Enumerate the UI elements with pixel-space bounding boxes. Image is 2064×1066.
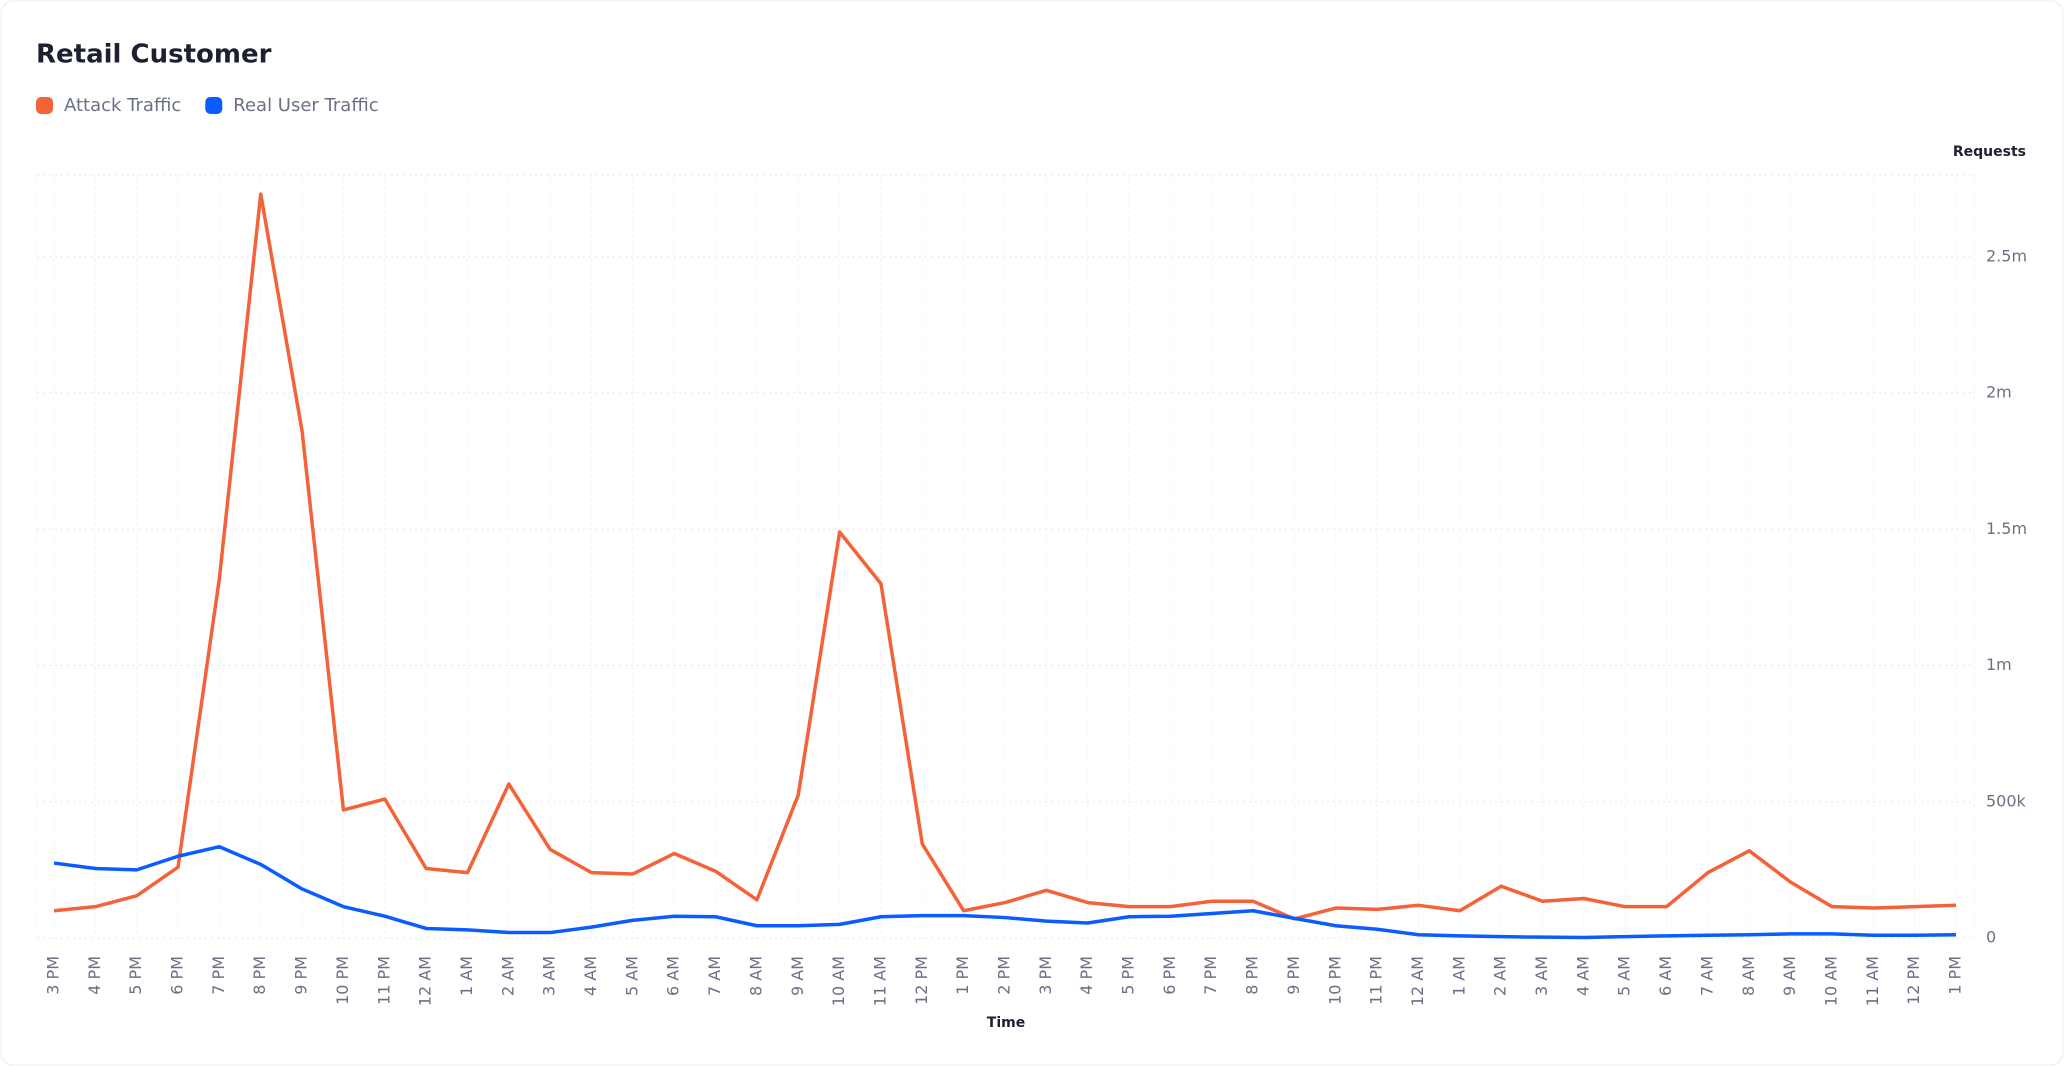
y-tick-label: 500k — [1986, 791, 2027, 810]
x-tick-label: 7 PM — [1201, 956, 1220, 995]
x-tick-label: 10 PM — [1325, 956, 1344, 1005]
x-tick-label: 3 AM — [540, 956, 559, 996]
x-tick-label: 9 AM — [788, 956, 807, 996]
legend-swatch — [36, 97, 53, 114]
x-tick-label: 5 PM — [126, 956, 145, 995]
x-tick-label: 6 AM — [1656, 956, 1675, 996]
x-tick-label: 12 AM — [1408, 956, 1427, 1006]
x-axis-label: Time — [987, 1015, 1025, 1031]
x-tick-label: 1 AM — [1449, 956, 1468, 996]
x-tick-label: 2 AM — [498, 956, 517, 996]
x-tick-label: 12 PM — [1904, 956, 1923, 1005]
x-tick-label: 11 AM — [1863, 956, 1882, 1006]
x-tick-label: 4 PM — [1077, 956, 1096, 995]
x-tick-label: 3 PM — [44, 956, 63, 995]
line-series — [53, 192, 1957, 921]
x-tick-label: 11 PM — [374, 956, 393, 1005]
x-tick-label: 4 AM — [581, 956, 600, 996]
line-series — [53, 844, 1957, 940]
x-tick-label: 2 AM — [1491, 956, 1510, 996]
x-tick-label: 7 PM — [209, 956, 228, 995]
y-tick-label: 0 — [1986, 928, 1996, 947]
x-tick-label: 8 AM — [1739, 956, 1758, 996]
x-tick-label: 1 PM — [953, 956, 972, 995]
y-tick-label: 2m — [1986, 383, 2012, 402]
x-tick-label: 8 AM — [746, 956, 765, 996]
x-tick-label: 7 AM — [1697, 956, 1716, 996]
x-tick-label: 8 PM — [1243, 956, 1262, 995]
x-tick-label: 12 PM — [912, 956, 931, 1005]
y-axis-label: Requests — [1953, 144, 2026, 160]
x-tick-label: 12 AM — [416, 956, 435, 1006]
x-tick-label: 10 AM — [829, 956, 848, 1006]
x-tick-label: 8 PM — [250, 956, 269, 995]
x-tick-label: 3 PM — [1036, 956, 1055, 995]
x-tick-label: 9 PM — [292, 956, 311, 995]
x-tick-label: 6 PM — [1160, 956, 1179, 995]
chart-title: Retail Customer — [36, 40, 272, 70]
x-tick-label: 3 AM — [1532, 956, 1551, 996]
x-tick-label: 5 AM — [622, 956, 641, 996]
x-tick-label: 2 PM — [995, 956, 1014, 995]
x-tick-label: 10 PM — [333, 956, 352, 1005]
legend-label: Attack Traffic — [64, 95, 181, 116]
y-tick-label: 1m — [1986, 655, 2012, 674]
x-tick-label: 9 AM — [1780, 956, 1799, 996]
x-tick-label: 1 PM — [1946, 956, 1965, 995]
x-tick-label: 6 AM — [664, 956, 683, 996]
y-tick-label: 1.5m — [1986, 519, 2027, 538]
x-tick-label: 9 PM — [1284, 956, 1303, 995]
x-tick-label: 6 PM — [168, 956, 187, 995]
legend-swatch — [205, 97, 223, 114]
x-tick-label: 10 AM — [1821, 956, 1840, 1006]
y-tick-label: 2.5m — [1986, 246, 2027, 265]
x-tick-label: 11 PM — [1367, 956, 1386, 1005]
x-tick-label: 4 PM — [85, 956, 104, 995]
x-tick-label: 7 AM — [705, 956, 724, 996]
legend-label: Real User Traffic — [233, 95, 378, 116]
x-tick-label: 5 AM — [1615, 956, 1634, 996]
x-tick-label: 1 AM — [457, 956, 476, 996]
x-tick-label: 5 PM — [1119, 956, 1138, 995]
x-tick-label: 4 AM — [1573, 956, 1592, 996]
x-tick-label: 11 AM — [870, 956, 889, 1006]
